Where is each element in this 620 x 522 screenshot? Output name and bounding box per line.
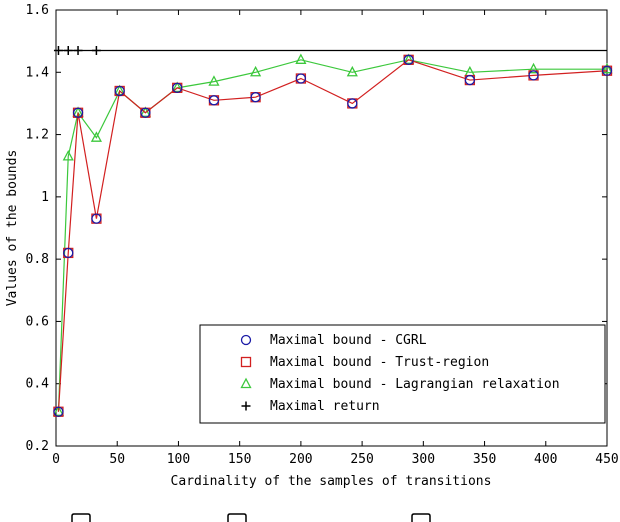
x-tick-label: 250 <box>350 452 373 467</box>
x-tick-label: 450 <box>595 452 618 467</box>
x-tick-label: 200 <box>289 452 312 467</box>
y-axis-title: Values of the bounds <box>5 150 20 307</box>
series-point-2 <box>527 62 540 74</box>
series-point-2 <box>62 149 74 161</box>
series-point-2 <box>250 65 262 77</box>
x-tick-label: 150 <box>228 452 251 467</box>
legend-marker-3 <box>241 401 251 411</box>
series-point-2 <box>601 62 613 74</box>
plot-frame <box>55 9 608 447</box>
y-tick-label: 1.4 <box>26 65 50 80</box>
legend-entry-0: Maximal bound - CGRL <box>240 333 427 348</box>
x-tick-label: 300 <box>412 452 435 467</box>
series-point-2 <box>90 131 102 142</box>
legend-box <box>199 324 606 424</box>
y-tick-label: 0.8 <box>26 252 49 267</box>
series-point-0 <box>72 107 84 118</box>
series-point-0 <box>347 98 358 109</box>
legend-entry-2: Maximal bound - Lagrangian relaxation <box>240 377 560 392</box>
x-tick-label: 400 <box>534 452 557 467</box>
series-point-0 <box>403 54 414 65</box>
legend-entry-3: Maximal return <box>241 399 380 414</box>
legend-label-0: Maximal bound - CGRL <box>270 333 427 348</box>
series-point-0 <box>63 247 74 259</box>
series-point-0 <box>91 213 102 224</box>
series-point-2 <box>295 53 307 64</box>
series-point-0 <box>601 65 613 76</box>
series-point-3 <box>63 45 73 55</box>
y-tick-label: 0.6 <box>26 314 49 329</box>
series-point-3 <box>91 45 101 55</box>
legend-marker-0 <box>240 334 252 346</box>
series-point-0 <box>528 70 539 81</box>
legend-label-3: Maximal return <box>270 399 380 414</box>
x-tick-label: 350 <box>473 452 496 467</box>
series-line-2 <box>57 59 607 412</box>
y-tick-label: 1 <box>41 190 49 205</box>
x-axis-title: Cardinality of the samples of transition… <box>171 474 492 489</box>
series-point-2 <box>171 81 183 93</box>
series-point-0 <box>140 107 151 118</box>
legend-marker-1 <box>240 356 252 368</box>
cropped-caption-strip <box>71 513 431 522</box>
series-point-0 <box>250 92 261 103</box>
x-tick-label: 50 <box>109 452 125 467</box>
series-layer <box>52 45 613 417</box>
cropped-caption-fragment-c <box>411 513 431 522</box>
legend-entry-1: Maximal bound - Trust-region <box>240 355 489 370</box>
cropped-caption-fragment-b <box>227 513 247 522</box>
y-tick-label: 0.2 <box>26 439 49 454</box>
series-point-2 <box>346 65 358 77</box>
legend-label-2: Maximal bound - Lagrangian relaxation <box>270 377 560 392</box>
series-point-2 <box>208 75 220 86</box>
series-point-2 <box>52 405 65 416</box>
cropped-caption-fragment-a <box>71 513 91 522</box>
series-point-2 <box>403 53 415 64</box>
x-tick-label: 100 <box>167 452 190 467</box>
y-tick-label: 0.4 <box>26 377 50 392</box>
series-point-0 <box>464 74 476 86</box>
series-3 <box>53 45 607 55</box>
axis-ticks: 0 50 100 150 200 250 300 350 400 450 0.2 0.4 0.6 0.8 1… <box>26 3 619 467</box>
series-point-0 <box>114 85 125 97</box>
series-point-0 <box>295 73 307 84</box>
series-point-0 <box>208 95 220 106</box>
series-point-0 <box>172 82 183 94</box>
legend-label-1: Maximal bound - Trust-region <box>270 355 489 370</box>
series-point-2 <box>139 106 151 117</box>
series-point-0 <box>53 406 64 417</box>
y-tick-label: 1.2 <box>26 128 49 143</box>
series-point-3 <box>53 45 63 55</box>
x-tick-label: 0 <box>52 452 60 467</box>
legend-marker-2 <box>240 377 252 389</box>
series-point-3 <box>73 45 83 55</box>
series-point-2 <box>114 84 126 96</box>
series-line-1 <box>57 59 608 412</box>
y-tick-label: 1.6 <box>26 3 49 18</box>
series-0 <box>53 54 613 417</box>
legend: Maximal bound - CGRL Maximal bound - Trus… <box>199 324 606 424</box>
